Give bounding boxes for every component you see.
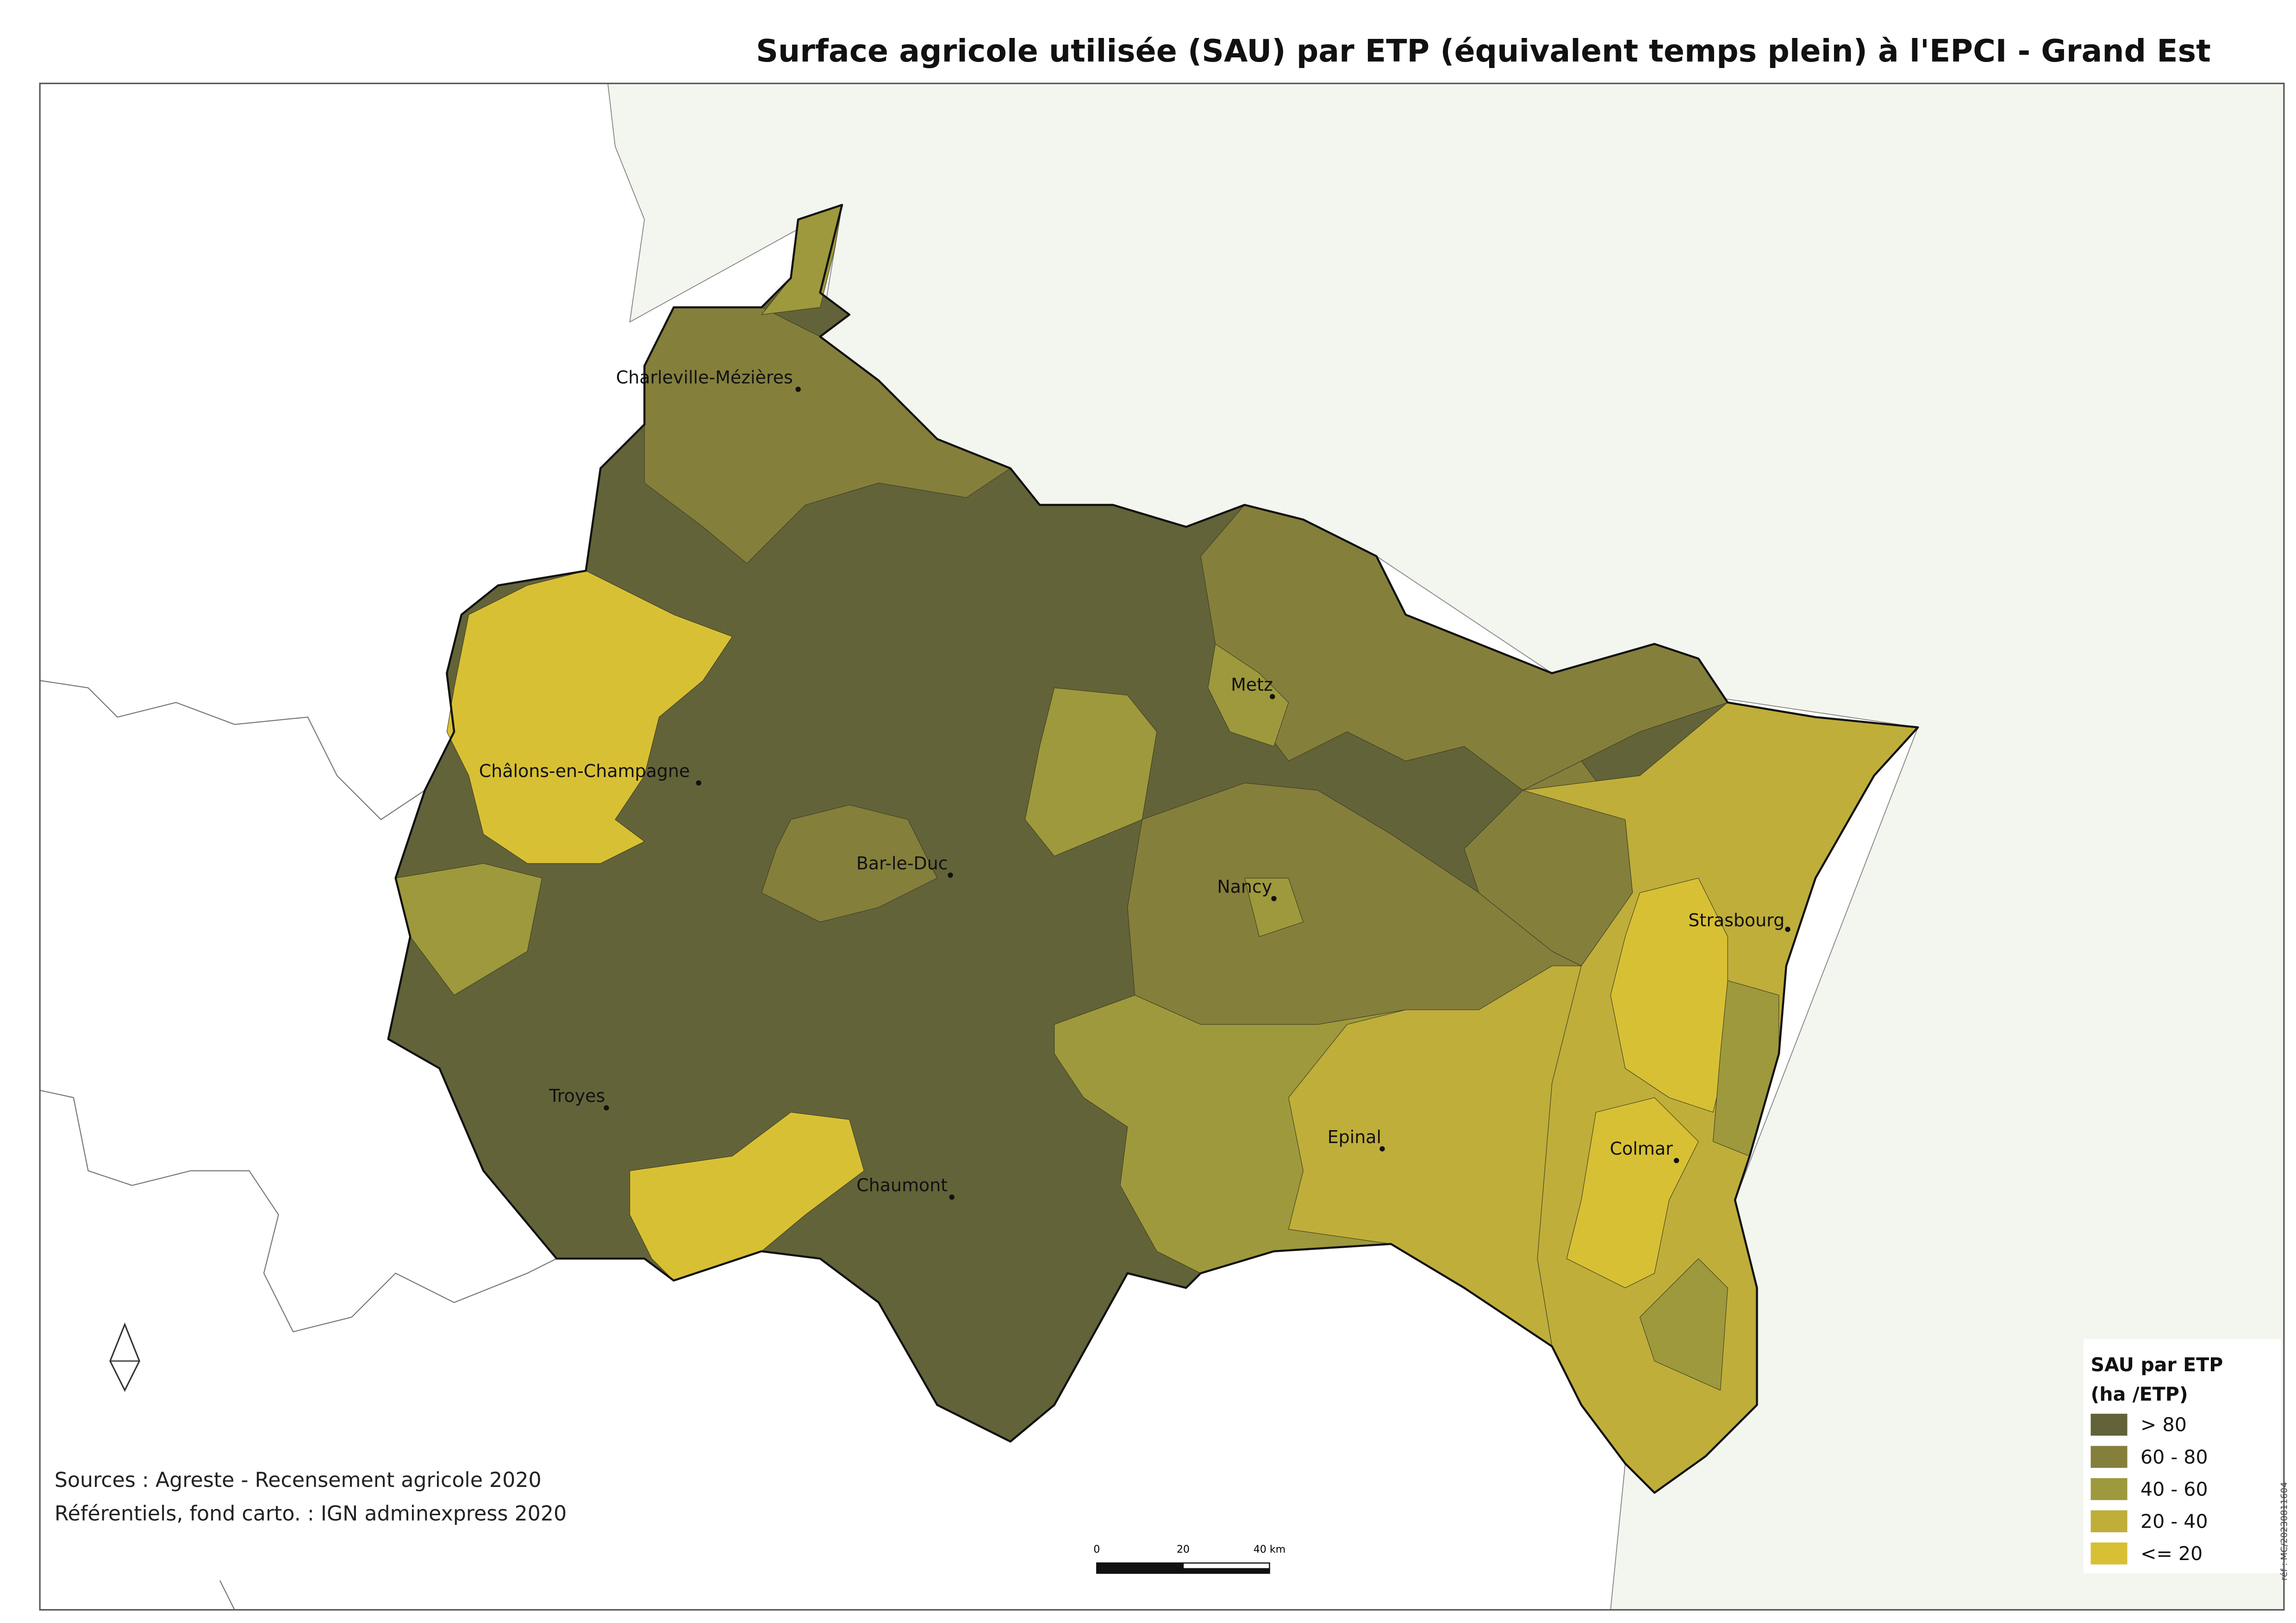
zone [1610, 877, 1728, 1113]
scale-label: 0 [1093, 1543, 1100, 1555]
zone [446, 570, 733, 864]
zone [1566, 1097, 1699, 1288]
city-dot [1271, 895, 1277, 902]
city-label: Bar-le-Duc [856, 853, 948, 873]
zone [1244, 877, 1304, 937]
zone [1024, 687, 1157, 857]
city-label: Châlons-en-Champagne [479, 761, 690, 781]
city-dot [604, 1105, 609, 1111]
legend-swatch [2090, 1542, 2128, 1565]
legend: SAU par ETP (ha /ETP) > 80 60 - 80 40 - 60… [2083, 1339, 2281, 1573]
reference: réf : MC/20230811604 [2279, 1482, 2289, 1580]
city-dot [696, 780, 701, 786]
epci-zones [388, 205, 1918, 1493]
source-line: Référentiels, fond carto. : IGN adminexp… [55, 1502, 567, 1526]
legend-title: (ha /ETP) [2091, 1383, 2188, 1405]
map-title: Surface agricole utilisée (SAU) par ETP … [756, 33, 2211, 69]
border-line [39, 1089, 557, 1332]
zone [1208, 643, 1289, 747]
legend-swatch [2090, 1446, 2128, 1468]
city-label: Chaumont [856, 1175, 948, 1195]
city-label: Strasbourg [1688, 910, 1784, 931]
scale-label: 40 km [1254, 1543, 1286, 1555]
zone [629, 1112, 865, 1281]
zone [761, 804, 938, 922]
legend-label: 40 - 60 [2140, 1478, 2208, 1500]
city-dot [1785, 927, 1791, 932]
city-label: Troyes [549, 1086, 605, 1106]
map-frame [39, 82, 2285, 1611]
scale-label: 20 [1177, 1543, 1190, 1555]
city-dot [1673, 1158, 1679, 1163]
city-dot [948, 872, 953, 878]
region-outline [387, 204, 1919, 1494]
north-arrow [109, 1322, 140, 1392]
city-label: Charleville-Mézières [616, 367, 793, 388]
city-label: Nancy [1217, 877, 1272, 897]
city-label: Colmar [1610, 1138, 1673, 1159]
scale-bar: 0 20 40 km [1093, 1543, 1286, 1574]
cities: Charleville-Mézières Châlons-en-Champagne… [479, 367, 1791, 1200]
legend-swatch [2090, 1478, 2128, 1500]
legend-swatch [2090, 1413, 2128, 1436]
city-dot [1270, 694, 1275, 699]
source-line: Sources : Agreste - Recensement agricole… [55, 1468, 542, 1492]
city-label: Metz [1231, 675, 1273, 695]
city-dot [949, 1194, 955, 1200]
legend-label: <= 20 [2140, 1542, 2202, 1565]
legend-swatch [2090, 1510, 2128, 1532]
city-label: Epinal [1328, 1127, 1381, 1147]
border-line [219, 1580, 235, 1611]
border-line [39, 680, 425, 821]
city-dot [1379, 1146, 1385, 1152]
legend-label: > 80 [2140, 1414, 2187, 1436]
legend-label: 20 - 40 [2140, 1510, 2208, 1532]
legend-label: 60 - 80 [2140, 1446, 2208, 1468]
legend-title: SAU par ETP [2091, 1354, 2223, 1376]
zone [1639, 1258, 1728, 1391]
city-dot [795, 386, 801, 392]
